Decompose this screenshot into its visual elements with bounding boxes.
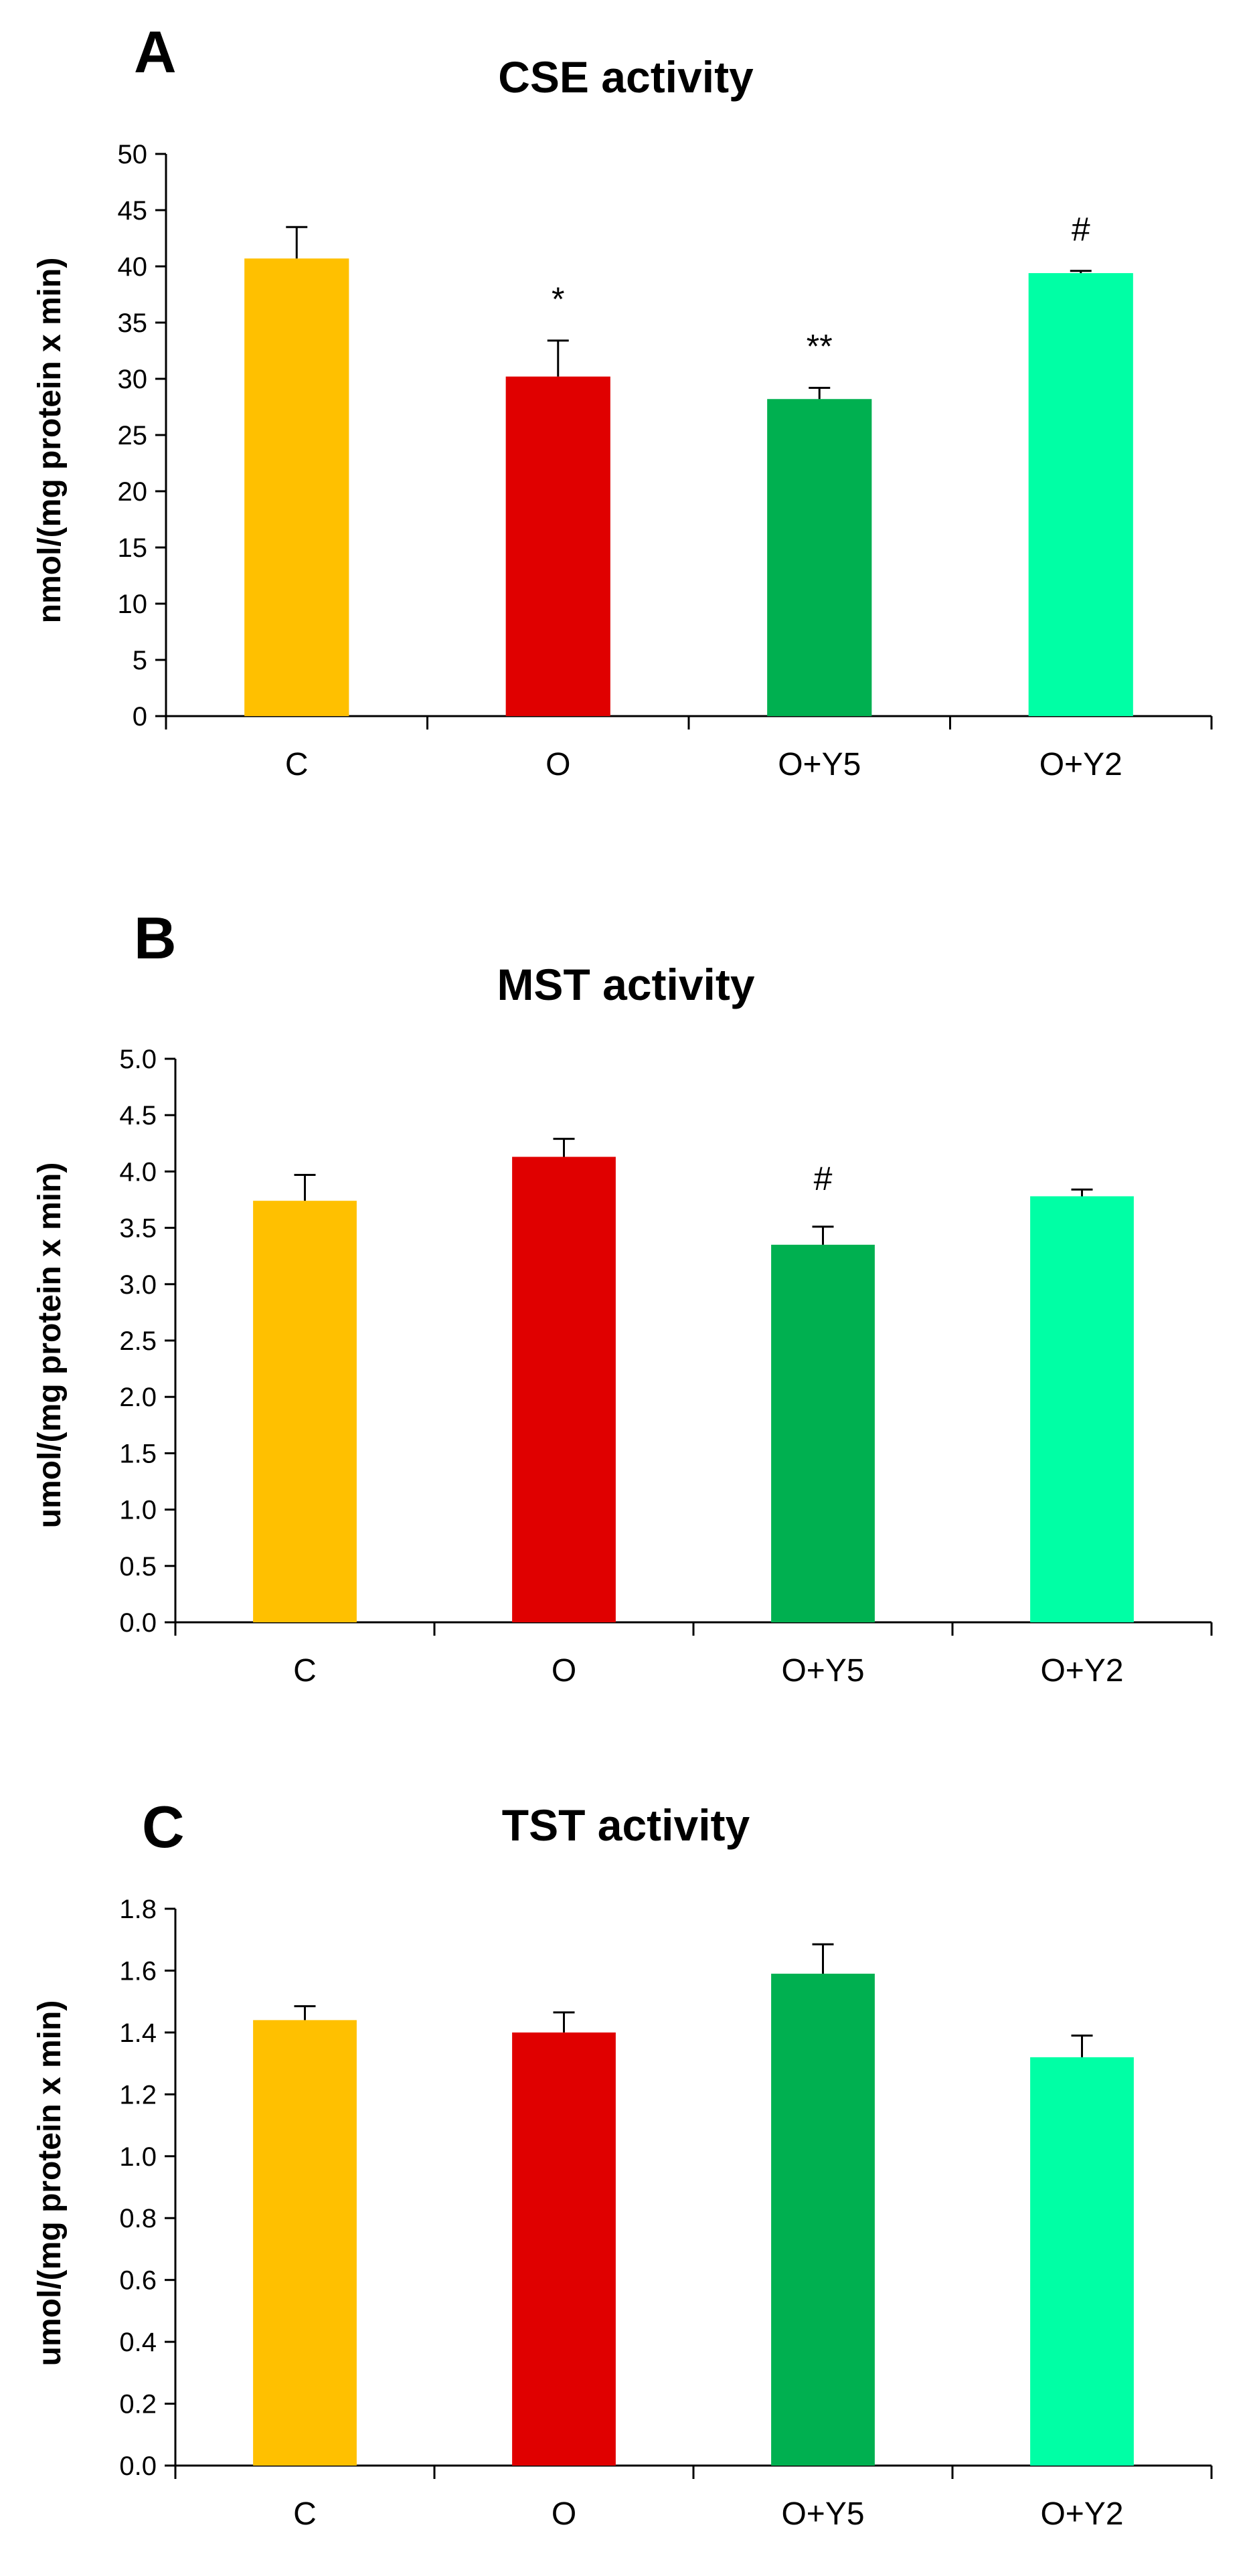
y-tick-label: 1.0 [119,1496,157,1525]
bar-c [253,1201,357,1622]
bar-o-plus-y2 [1030,2057,1134,2466]
y-axis-label: umol/(mg protein x min) [32,1163,68,1529]
panel-letter: B [134,905,177,971]
x-tick-label: C [285,747,309,782]
x-tick-label: C [293,2496,317,2532]
y-tick-label: 10 [118,590,148,619]
y-tick-label: 0 [133,702,147,732]
error-bar [812,1225,834,1245]
error-bar [1070,270,1092,274]
x-tick-label: O [546,747,570,782]
panel-letter: A [134,19,177,85]
x-tick-label: O+Y2 [1040,2496,1123,2532]
y-tick-label: 1.8 [119,1895,157,1924]
error-bar [1071,2035,1093,2057]
bar-o [512,2032,616,2466]
plot-area: 0.0 0.5 1.0 1.5 2.0 2.5 3.0 3.5 4.0 4.5 5.0 C O O+Y5 #… [119,1045,1213,1689]
y-tick-label: 5 [133,646,147,675]
bar-o-plus-y2 [1030,1196,1134,1622]
panel-a: A CSE activity nmol/(mg protein x min) 0… [32,19,1213,782]
y-tick-label: 40 [118,252,148,282]
chart-title: CSE activity [498,52,754,102]
error-bar [547,339,569,377]
bar-c [253,2020,357,2466]
chart-title: MST activity [497,960,754,1009]
error-bar [812,1943,834,1974]
y-tick-label: 30 [118,365,148,394]
bar-o-plus-y2 [1028,273,1133,717]
y-tick-label: 5.0 [119,1045,157,1074]
error-bar [553,2011,575,2033]
y-tick-label: 45 [118,196,148,226]
significance-marker: # [1072,211,1090,248]
y-tick-label: 1.6 [119,1956,157,1986]
significance-marker: # [814,1160,833,1197]
y-tick-label: 0.2 [119,2390,157,2419]
y-tick-label: 0.4 [119,2328,157,2357]
significance-marker: ** [807,327,833,365]
y-tick-label: 3.5 [119,1214,157,1243]
error-bar [553,1138,575,1157]
significance-marker: * [552,280,564,318]
x-tick-label: O+Y5 [781,2496,864,2532]
x-tick-label: O+Y2 [1039,747,1122,782]
y-tick-label: 0.5 [119,1552,157,1581]
y-tick-label: 2.0 [119,1383,157,1412]
y-tick-label: 2.5 [119,1326,157,1356]
error-bar [294,1173,316,1201]
x-tick-label: O+Y5 [778,747,861,782]
y-tick-label: 3.0 [119,1270,157,1300]
y-tick-label: 25 [118,421,148,450]
plot-area: 0.0 0.2 0.4 0.6 0.8 1.0 1.2 1.4 1.6 1.8 C O O+Y5 O+Y2 [119,1895,1213,2532]
y-tick-label: 15 [118,533,148,563]
y-tick-label: 0.8 [119,2204,157,2233]
y-tick-label: 0.0 [119,2452,157,2481]
bar-o [512,1156,616,1622]
bar-o-plus-y5 [771,1244,875,1622]
y-tick-label: 20 [118,477,148,507]
y-tick-label: 1.2 [119,2080,157,2110]
bar-c [244,258,349,716]
error-bar [286,226,308,259]
y-tick-label: 1.0 [119,2142,157,2172]
panel-b: B MST activity umol/(mg protein x min) 0… [32,905,1213,1689]
chart-title: TST activity [502,1800,750,1850]
y-axis-label: nmol/(mg protein x min) [32,258,68,624]
y-tick-label: 0.0 [119,1608,157,1638]
bar-o [505,376,610,716]
y-tick-label: 1.4 [119,2019,157,2048]
y-tick-label: 1.5 [119,1439,157,1468]
panel-c: C TST activity umol/(mg protein x min) 0… [32,1794,1213,2532]
error-bar [809,386,831,400]
y-axis-label: umol/(mg protein x min) [32,2000,68,2367]
y-tick-label: 35 [118,309,148,338]
x-tick-label: O [552,1653,576,1689]
x-tick-label: O+Y2 [1040,1653,1123,1689]
x-tick-label: C [293,1653,317,1689]
panel-letter: C [142,1794,185,1860]
x-tick-label: O+Y5 [781,1653,864,1689]
y-tick-label: 4.0 [119,1157,157,1187]
bar-o-plus-y5 [771,1974,875,2466]
plot-area: 0 5 10 15 20 25 30 35 40 45 50 C O * O+Y5 ** O+Y2 # [118,140,1213,782]
error-bar [294,2005,316,2021]
y-tick-label: 4.5 [119,1101,157,1130]
y-tick-label: 50 [118,140,148,169]
bar-o-plus-y5 [767,399,872,716]
error-bar [1071,1188,1093,1197]
y-tick-label: 0.6 [119,2266,157,2296]
x-tick-label: O [552,2496,576,2532]
